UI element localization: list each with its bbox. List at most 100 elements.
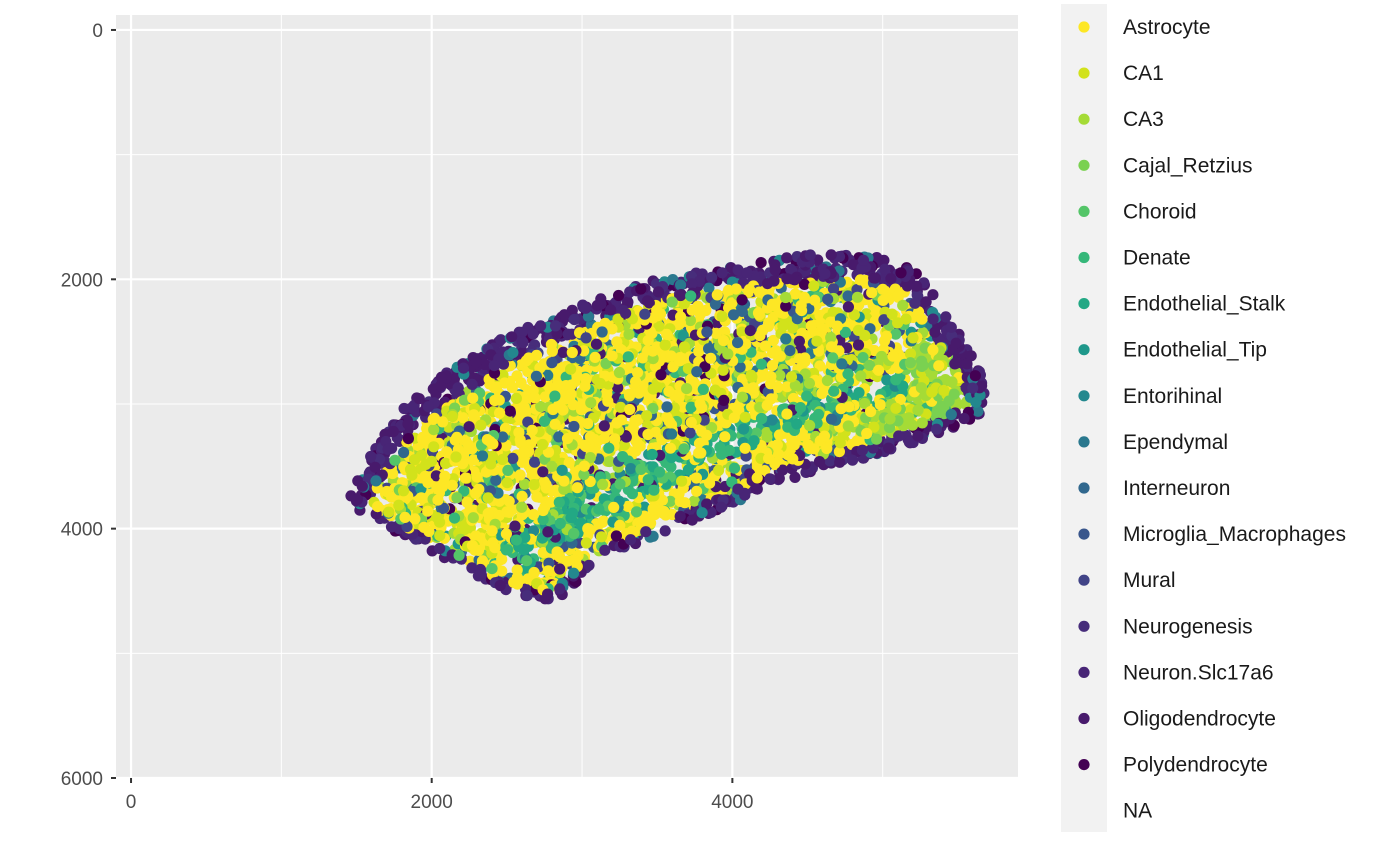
data-point (801, 390, 813, 402)
data-point (620, 307, 632, 319)
data-point (732, 264, 744, 276)
data-point (500, 528, 512, 540)
data-point (522, 416, 534, 428)
data-point (561, 433, 574, 445)
data-point (468, 409, 480, 421)
data-point (822, 293, 834, 305)
data-point (781, 381, 793, 393)
data-point (713, 464, 725, 476)
data-point (736, 305, 748, 317)
data-point (859, 397, 871, 410)
data-point (892, 317, 904, 329)
data-point (706, 271, 718, 283)
data-point (907, 332, 919, 344)
data-point (351, 493, 363, 506)
data-point (885, 273, 897, 285)
data-point (877, 294, 889, 306)
data-point (940, 311, 952, 323)
data-point (402, 433, 414, 445)
data-point (597, 515, 610, 527)
data-point (678, 341, 691, 353)
data-point (589, 351, 601, 363)
data-point (818, 430, 831, 442)
data-point (851, 291, 864, 303)
data-point (422, 505, 434, 517)
data-point (716, 310, 728, 323)
data-point (755, 257, 767, 269)
data-point (685, 401, 697, 413)
data-point (506, 331, 518, 343)
data-point (688, 495, 700, 507)
data-point (467, 512, 479, 524)
legend-key (1078, 666, 1090, 679)
data-point (808, 280, 820, 292)
data-point (372, 501, 384, 513)
data-point (580, 302, 592, 314)
data-point (494, 407, 506, 419)
data-point (535, 400, 547, 413)
data-point (880, 330, 893, 342)
data-point (646, 448, 658, 461)
data-point (674, 355, 686, 367)
data-point (518, 446, 530, 458)
data-point (718, 394, 730, 406)
legend-label: Polydendrocyte (1123, 754, 1268, 777)
data-point (438, 502, 450, 514)
data-point (825, 249, 837, 261)
data-point (789, 288, 801, 300)
legend-label: Cajal_Retzius (1123, 154, 1253, 177)
data-point (488, 360, 500, 372)
y-tick-label: 0 (92, 21, 103, 42)
data-point (761, 431, 773, 443)
data-point (892, 289, 904, 301)
data-point (389, 454, 401, 466)
data-point (485, 458, 497, 470)
data-point (686, 514, 698, 526)
data-point (705, 506, 717, 518)
data-point (434, 530, 446, 542)
data-point (569, 555, 581, 567)
data-point (777, 464, 789, 476)
data-point (745, 346, 757, 358)
data-point (927, 289, 939, 301)
data-point (383, 506, 395, 518)
data-point (413, 393, 425, 405)
data-point (765, 378, 777, 390)
data-point (720, 417, 732, 429)
data-point (556, 464, 568, 476)
data-point (369, 461, 381, 473)
data-point (743, 283, 756, 296)
data-point (895, 267, 907, 279)
data-point (861, 427, 873, 440)
data-point (834, 437, 846, 449)
data-point (787, 322, 799, 334)
data-point (497, 431, 509, 443)
data-point (428, 424, 440, 436)
data-point (437, 416, 449, 428)
data-point (696, 507, 708, 519)
data-point (475, 567, 487, 579)
data-point (734, 361, 746, 373)
data-point (897, 299, 909, 311)
data-point (630, 506, 643, 518)
data-point (769, 264, 781, 276)
data-point (771, 439, 784, 451)
data-point (631, 367, 644, 379)
data-point (730, 283, 742, 295)
data-point (701, 498, 713, 510)
data-point (449, 434, 461, 446)
legend-key (1078, 482, 1090, 494)
data-point (916, 417, 928, 429)
data-point (791, 418, 803, 430)
data-point (915, 382, 928, 394)
data-point (833, 446, 846, 458)
data-point (499, 422, 512, 434)
data-point (663, 416, 676, 428)
data-point (781, 252, 793, 264)
data-point (466, 378, 478, 390)
data-point (890, 374, 902, 386)
data-point (597, 478, 609, 490)
data-point (704, 477, 716, 489)
data-point (773, 448, 785, 460)
